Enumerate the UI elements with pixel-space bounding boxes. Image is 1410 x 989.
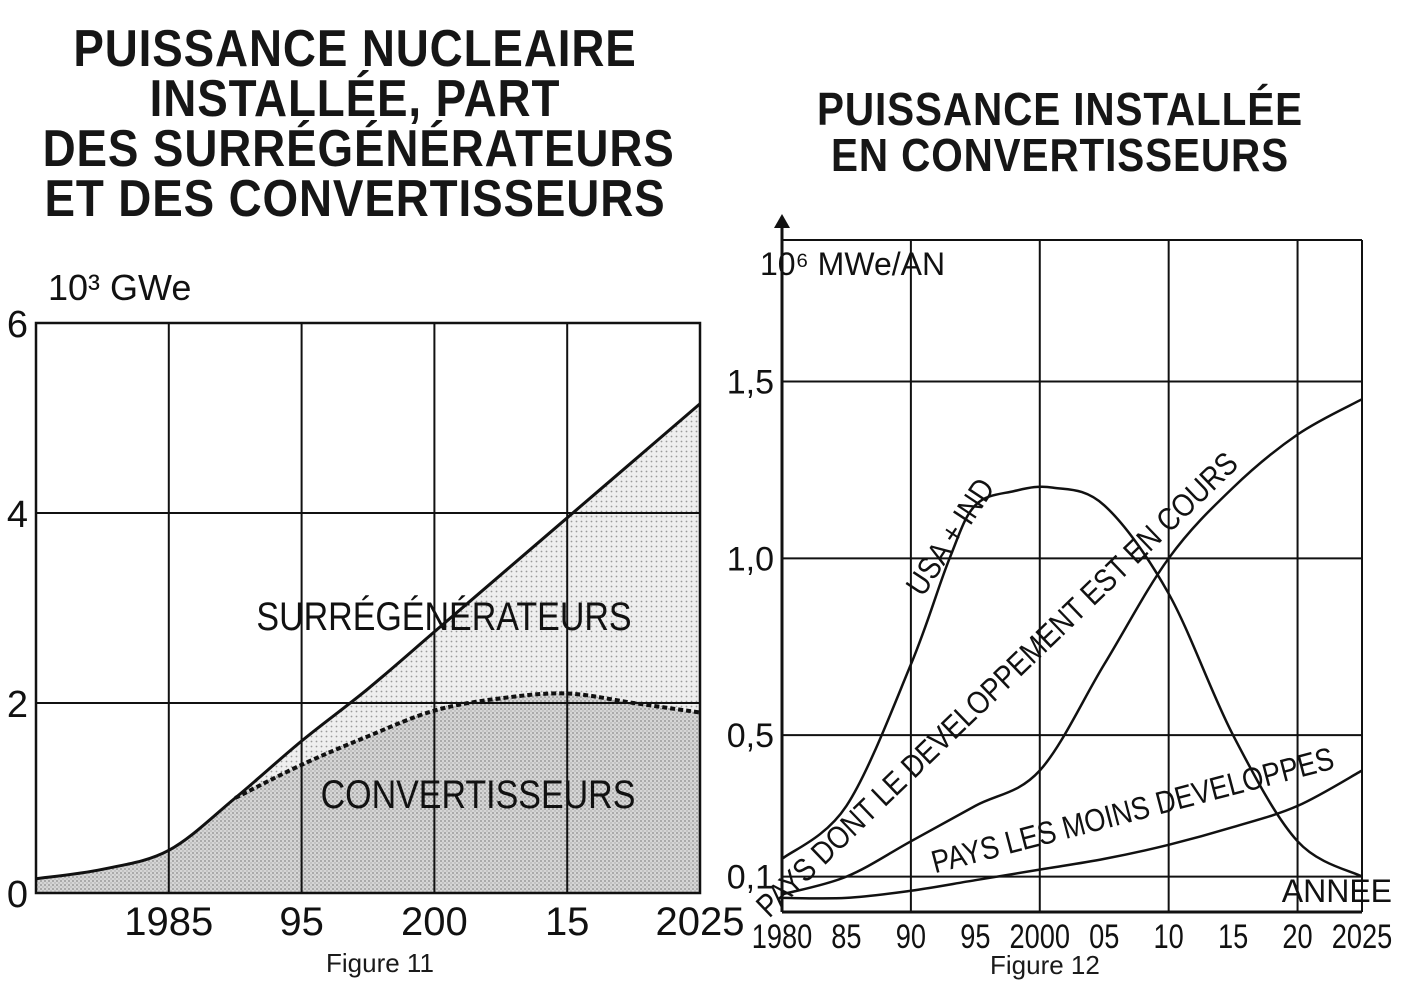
y-axis-label: 10⁶ MWe/AN [760,246,945,282]
x-tick-label: 2025 [656,900,745,944]
figure11-title: PUISSANCE NUCLEAIRE INSTALLÉE, PART DES … [42,20,675,228]
y-tick-label: 1,0 [727,540,774,578]
y-tick-label: 0 [7,874,28,916]
line-surregenerateurs [35,402,701,881]
y-tick-label: 2 [7,684,28,726]
x-tick-label: 85 [831,917,861,956]
x-tick-label: 1980 [752,917,812,956]
y-tick-label: 1,5 [727,363,774,401]
title-line: ET DES CONVERTISSEURS [44,170,666,228]
y-tick-label: 4 [7,494,28,536]
area-convertisseurs [36,693,700,893]
figure11-caption: Figure 11 [326,948,434,978]
series-line [781,769,1363,900]
y-tick-label: 0,1 [727,859,774,897]
x-tick-label: 20 [1282,917,1312,956]
x-tick-label: 2025 [1332,917,1392,956]
x-tick-label: 15 [1218,917,1248,956]
y-tick-label: 0,5 [727,717,774,755]
x-tick-label: 95 [279,900,324,944]
plot-frame [34,321,702,895]
figure12-title: PUISSANCE INSTALLÉE EN CONVERTISSEURS [770,86,1351,178]
x-tick-label: 05 [1089,917,1119,956]
title-line: EN CONVERTISSEURS [830,129,1290,181]
line-convertisseurs [234,691,701,800]
title-line: PUISSANCE INSTALLÉE [816,83,1304,135]
y-tick-label: 6 [7,304,28,346]
series-label: SURRÉGÉNÉRATEURS [256,593,631,638]
series-label: CONVERTISSEURS [321,771,636,816]
figure12-caption: Figure 12 [990,950,1100,980]
x-tick-label: 90 [896,917,926,956]
x-tick-label: 1985 [124,900,213,944]
y-axis-label: 10³ GWe [48,267,191,308]
x-tick-label: 15 [545,900,590,944]
x-axis-label: ANNEE [1282,873,1392,909]
title-line: INSTALLÉE, PART [149,70,561,128]
title-line: DES SURRÉGÉNÉRATEURS [42,120,675,178]
x-tick-label: 95 [960,917,990,956]
x-tick-label: 200 [401,900,468,944]
series-line [781,398,1363,896]
series-label: USA + IND [899,472,1002,602]
series-line [781,485,1363,878]
figure11-chart: 0 2 4 6 1985 95 200 15 2025 10³ GWe SURRÉGÉNÉRATEU… [7,267,745,944]
title-line: PUISSANCE NUCLEAIRE [73,20,637,78]
x-tick-label: 2000 [1010,917,1070,956]
y-axis-arrow-icon [774,214,790,228]
x-tick-label: 10 [1154,917,1184,956]
